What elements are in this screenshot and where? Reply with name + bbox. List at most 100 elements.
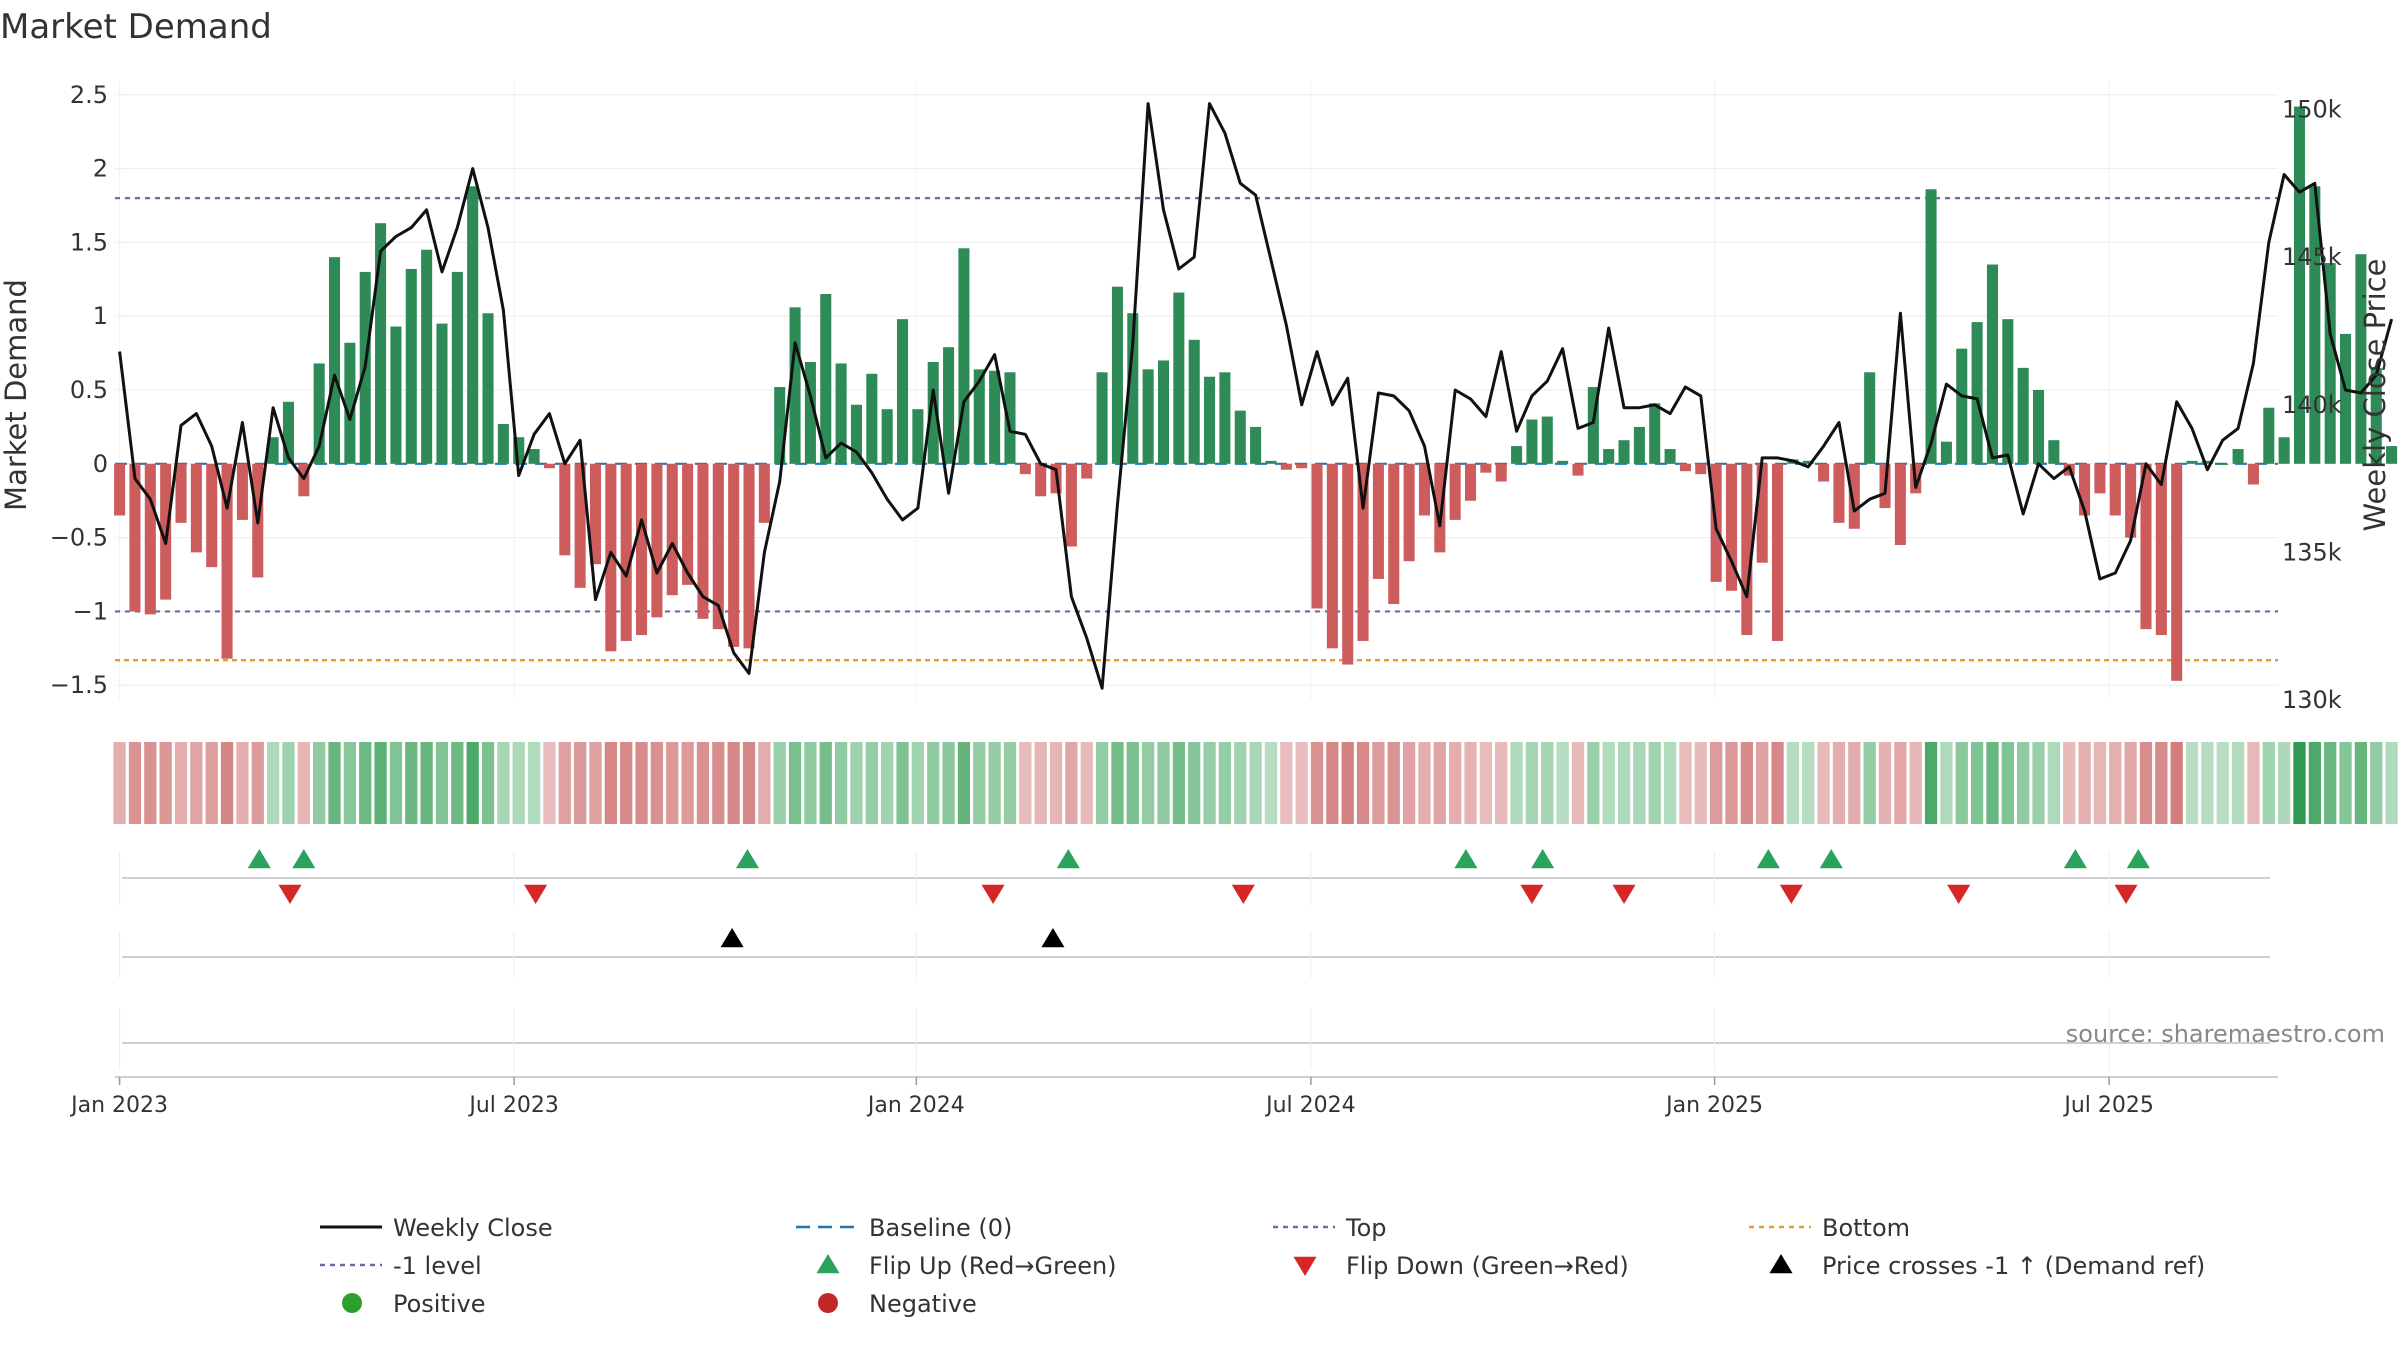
strip-cell [896,742,909,824]
flip-up-marker [292,849,316,869]
strip-cell [1142,742,1155,824]
strip-cell [1479,742,1493,824]
strip-cell [696,742,710,824]
strip-cell [2078,742,2091,824]
demand-bar [2278,437,2290,464]
demand-bar [344,342,356,464]
demand-bar [1986,264,1998,464]
x-tick-label: Jan 2023 [69,1093,168,1118]
demand-bar [820,294,832,464]
strip-cell [1341,742,1354,824]
strip-cell [113,742,126,824]
strip-cell [1326,742,1339,824]
strip-cell [1633,742,1646,824]
strip-cell [174,742,188,824]
demand-bar [1280,463,1292,470]
strip-cell [865,742,878,824]
demand-bar [114,463,126,516]
legend-label: Flip Down (Green→Red) [1346,1252,1629,1280]
demand-bar [1587,387,1599,464]
demand-bar [236,463,248,520]
legend-item-baseline: Baseline (0) [796,1214,1012,1242]
strip-cell [1234,742,1247,824]
strip-cell [527,742,541,824]
demand-bar [943,347,955,464]
strip-cell [1648,742,1661,824]
demand-bar [1679,463,1691,472]
strip-cell [1924,742,1938,824]
strip-cell [1541,742,1554,824]
strip-cell [1802,742,1815,824]
demand-bar [436,323,448,464]
y2-tick-label: 140k [2282,391,2342,419]
y-tick-label: 2 [93,155,108,183]
strip-cell [1986,742,1999,824]
strip-cell [1003,742,1017,824]
strip-cell [834,742,848,824]
demand-bar [1480,463,1492,473]
strip-cell [543,742,556,824]
demand-bar [267,437,279,464]
demand-bar [2370,367,2382,464]
x-tick-label: Jan 2025 [1664,1093,1763,1118]
strip-cell [804,742,817,824]
strip-cell [266,742,280,824]
demand-bar [1572,463,1584,476]
strip-cell [220,742,234,824]
demand-bar [451,271,463,464]
strip-cell [1679,742,1692,824]
strip-cell [1034,742,1047,824]
flip-up-marker [1454,849,1478,869]
strip-cell [1694,742,1707,824]
strip-cell [1372,742,1385,824]
strip-cell [2032,742,2045,824]
strip-cell [2370,742,2383,824]
demand-bar [1940,441,1952,464]
strip-cell [159,742,172,824]
demand-bar [1081,463,1093,479]
demand-bar [1449,463,1461,520]
strip-cell [2109,742,2122,824]
demand-bar [206,463,218,568]
y-tick-label: 1.5 [70,228,108,256]
demand-bar [912,409,924,464]
strip-cell [481,742,495,824]
demand-bar [1403,463,1415,562]
left-axis-title: Market Demand [0,279,33,511]
x-tick-label: Jul 2024 [1264,1093,1356,1118]
strip-cell [1602,742,1615,824]
demand-bar [989,370,1001,464]
weekly-close-series [118,102,2394,690]
flip-down-marker [1947,884,1971,904]
demand-bar [866,373,878,464]
demand-bar [2017,367,2029,464]
strip-cell [881,742,894,824]
strip-cell [313,742,326,824]
strip-cell [1172,742,1185,824]
demand-bar [1065,463,1077,547]
strip-cell [2324,742,2337,824]
strip-cell [1433,742,1446,824]
strip-cell [973,742,986,824]
demand-bar [1357,463,1369,641]
demand-bar [328,257,341,464]
demand-bar [1956,348,1968,464]
demand-bar [2155,463,2167,636]
legend-item-negative: Negative [818,1290,977,1318]
demand-bar [1142,369,1154,464]
demand-bar [1695,463,1707,475]
flip-up-marker [247,849,271,869]
demand-bar [712,463,724,630]
strip-cell [2017,742,2030,824]
flip-up-marker [1056,849,1080,869]
demand-bar [1741,463,1753,636]
strip-cell [1525,742,1539,824]
demand-bar [1864,372,1876,464]
strip-cell [451,742,464,824]
legend-item-price-cross: Price crosses -1 ↑ (Demand ref) [1769,1252,2205,1280]
y-tick-label: 0.5 [70,376,108,404]
demand-bar [1833,463,1845,523]
demand-bar [160,463,172,600]
strip-cell [2093,742,2107,824]
strip-cell [1080,742,1093,824]
